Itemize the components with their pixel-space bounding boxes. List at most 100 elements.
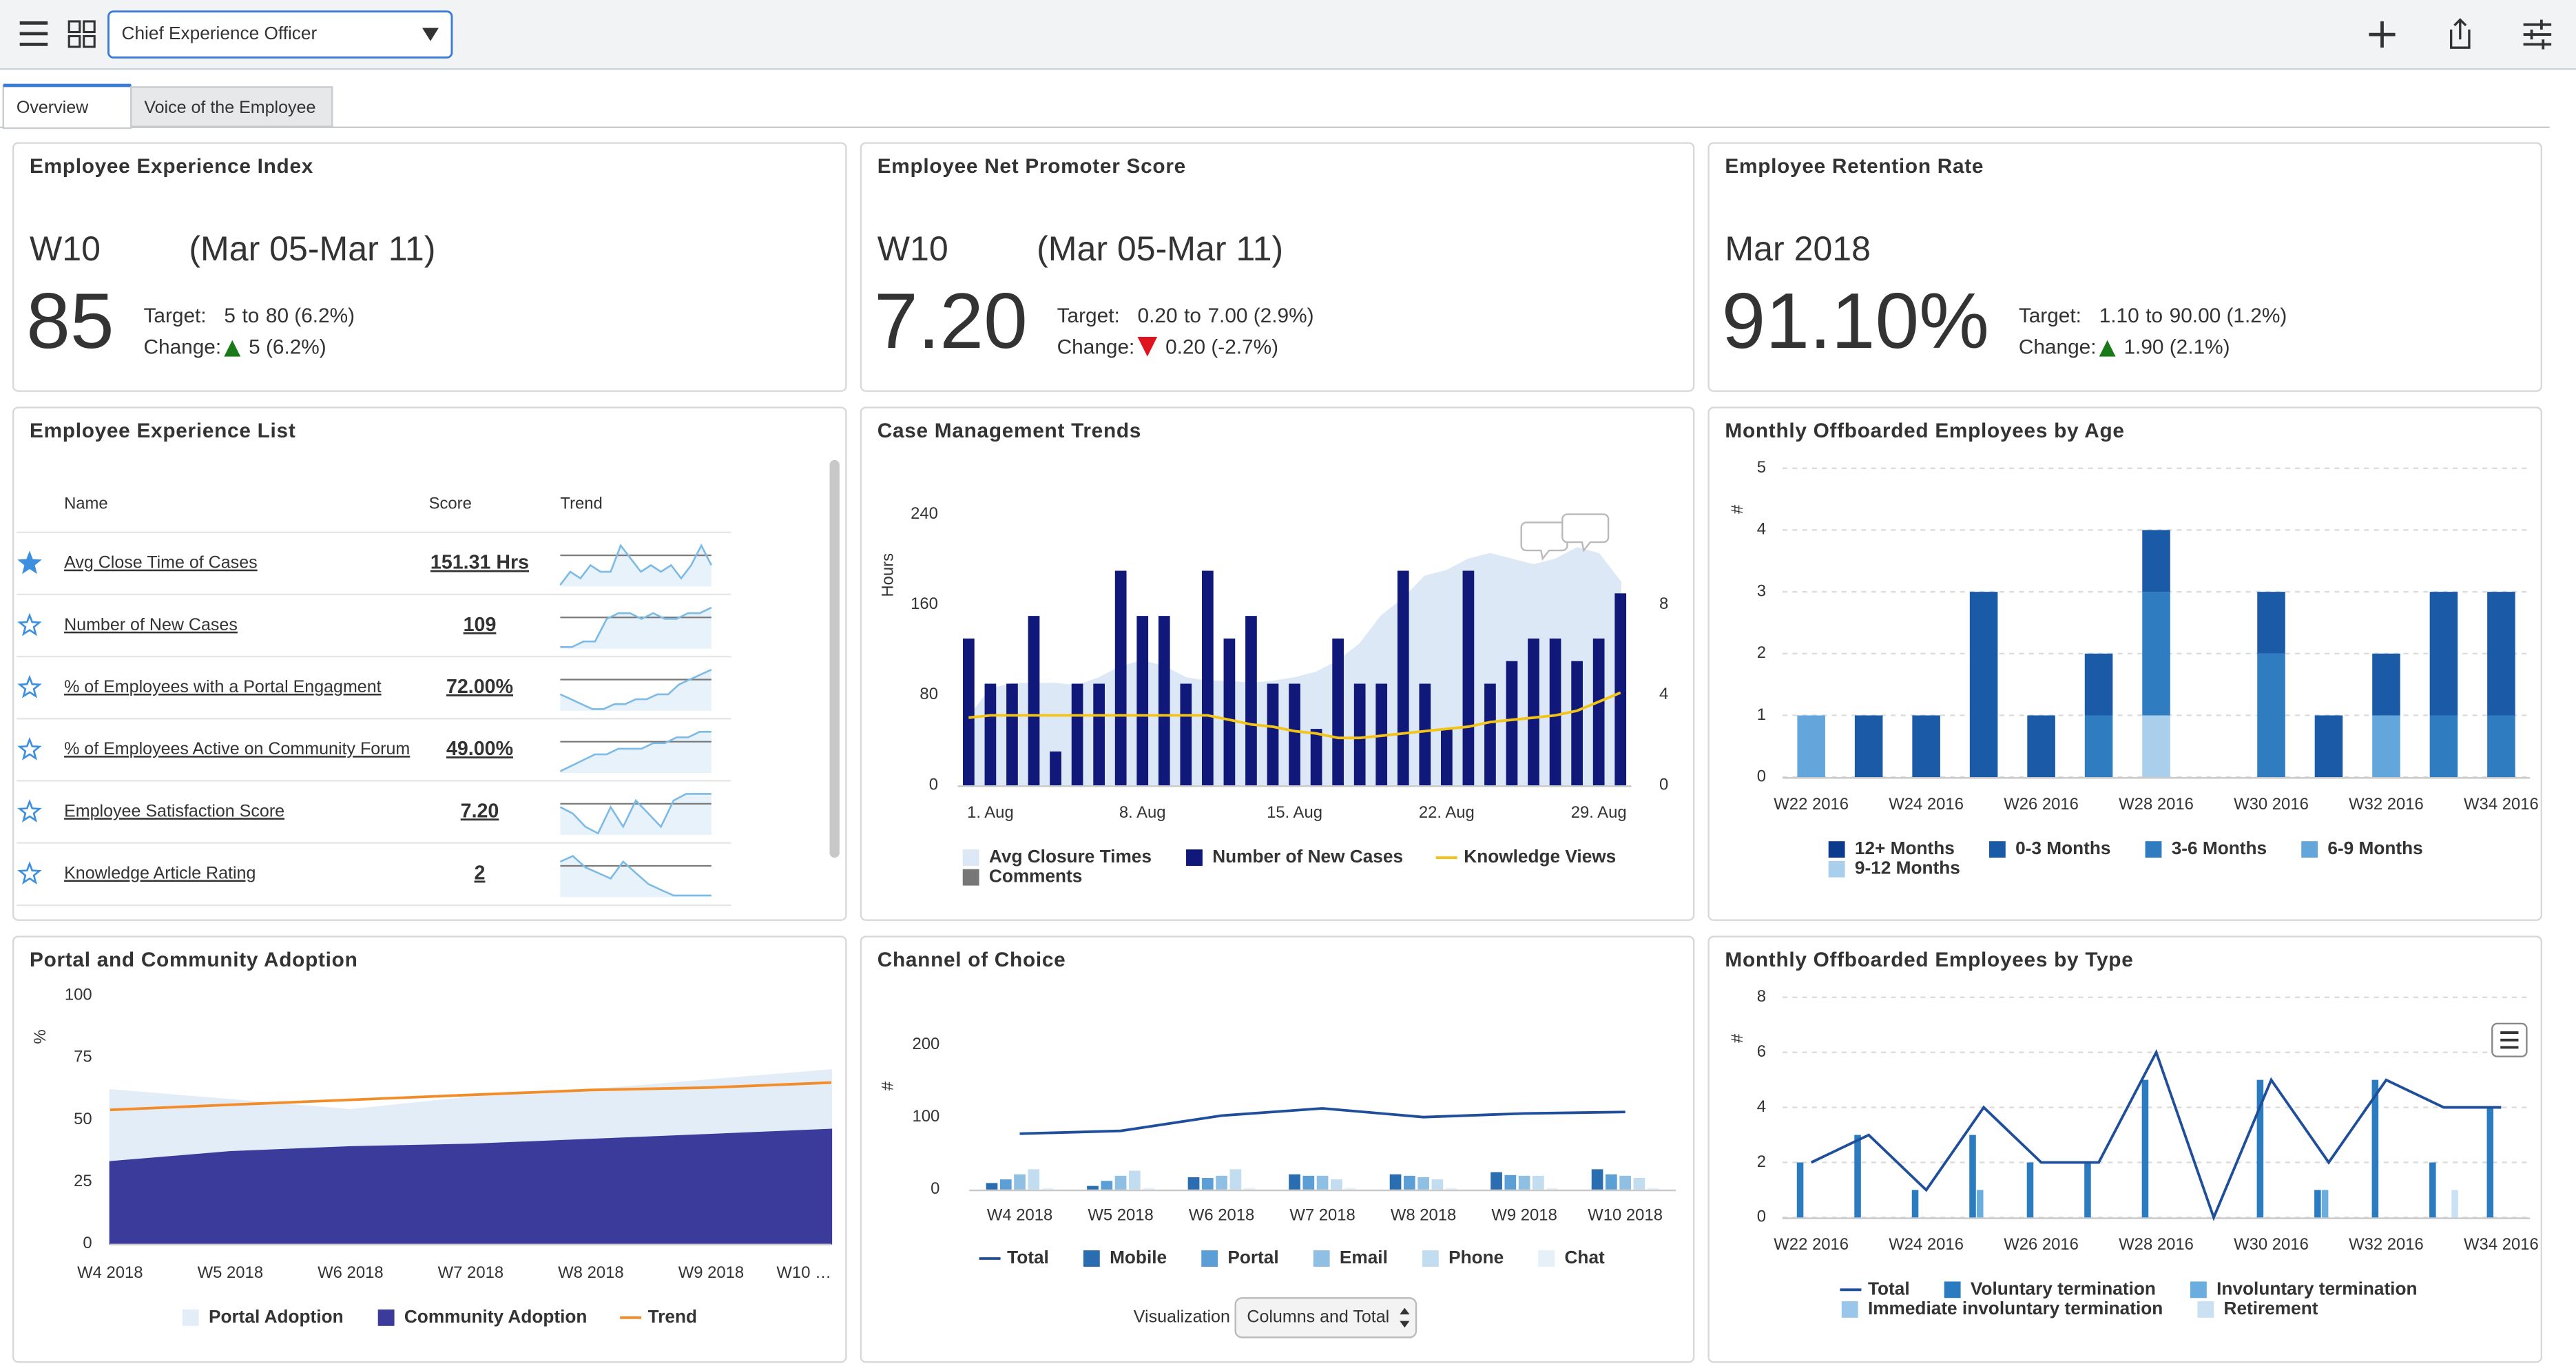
metric-score[interactable]: 49.00%: [446, 738, 513, 760]
chart: 0 1 2 3 4 5 # W22 2016 W24 2016 W26 2016 W28 2016 W…: [1728, 458, 2539, 878]
legend-item[interactable]: Total: [1840, 1278, 1910, 1298]
sparkline-area: [560, 856, 711, 898]
legend-item[interactable]: Trend: [620, 1306, 697, 1327]
bar: [1504, 1174, 1517, 1190]
legend-item[interactable]: 9-12 Months: [1828, 858, 1960, 878]
legend-item[interactable]: Involuntary termination: [2190, 1278, 2418, 1298]
tab[interactable]: Voice of the Employee: [130, 86, 333, 127]
bar: [1087, 1186, 1099, 1190]
kpi-target-label: Target:: [2019, 304, 2081, 327]
kpi-target-from: 0.20: [1138, 304, 1178, 327]
favorite-star[interactable]: [17, 612, 42, 637]
line: [110, 1081, 832, 1112]
control-select[interactable]: [1234, 1297, 1417, 1338]
legend-item[interactable]: Mobile: [1083, 1247, 1167, 1267]
bar-segment: [2487, 715, 2515, 778]
legend-label: Phone: [1448, 1247, 1504, 1267]
kpi-target-from: 5: [224, 304, 236, 327]
legend-item[interactable]: Portal: [1201, 1247, 1279, 1267]
favorite-star[interactable]: [17, 861, 42, 885]
legend-marker: [2145, 841, 2162, 858]
legend-item[interactable]: Avg Closure Times: [962, 846, 1152, 867]
apps-button[interactable]: [67, 20, 96, 48]
card: [12, 142, 847, 392]
bar: [1854, 1135, 1861, 1218]
scrollbar[interactable]: [829, 459, 840, 858]
chart: 0 25 50 75 100% W4 2018 W5 2018 W6 2018 W7 2018 W…: [31, 986, 833, 1327]
favorite-star[interactable]: [17, 799, 42, 822]
bar-segment: [2142, 715, 2170, 778]
legend-item[interactable]: 6-9 Months: [2301, 838, 2423, 858]
bar-segment: [2142, 530, 2170, 592]
kpi-target-from: 1.10: [2099, 304, 2139, 327]
bar: [963, 638, 975, 786]
bar: [1549, 638, 1561, 786]
legend-label: Involuntary termination: [2216, 1278, 2417, 1298]
bar-segment: [2314, 715, 2343, 778]
legend-item[interactable]: Comments: [962, 866, 1083, 887]
y-tick-label: 75: [74, 1048, 92, 1066]
legend-marker: [1988, 841, 2006, 858]
legend-item[interactable]: Total: [979, 1247, 1049, 1267]
legend-item[interactable]: Portal Adoption: [182, 1306, 344, 1327]
legend-marker: [377, 1309, 395, 1326]
card-title: Channel of Choice: [877, 949, 1066, 971]
favorite-star[interactable]: [17, 674, 42, 698]
legend-item[interactable]: Knowledge Views: [1435, 846, 1617, 867]
bar: [1331, 1179, 1342, 1190]
comment-flag[interactable]: [1520, 513, 1610, 561]
chart-menu-button[interactable]: [2491, 1022, 2528, 1057]
legend-item[interactable]: 0-3 Months: [1988, 838, 2111, 858]
metric-score[interactable]: 2: [475, 862, 486, 884]
legend-item[interactable]: Community Adoption: [377, 1306, 588, 1327]
metric-name[interactable]: Knowledge Article Rating: [64, 864, 256, 883]
bar-segment: [1797, 715, 1825, 778]
metric-name[interactable]: % of Employees with a Portal Engagment: [64, 677, 382, 696]
metric-name[interactable]: Avg Close Time of Cases: [64, 553, 258, 572]
menu-button[interactable]: [19, 21, 48, 46]
metric-score[interactable]: 151.31 Hrs: [430, 552, 529, 574]
settings-button[interactable]: [2523, 19, 2552, 50]
select-arrows: [1400, 1307, 1410, 1328]
bar-segment: [2257, 653, 2285, 778]
role-select[interactable]: [107, 10, 453, 59]
legend-item[interactable]: Phone: [1422, 1247, 1504, 1267]
metric-name[interactable]: % of Employees Active on Community Forum: [64, 739, 410, 758]
metric-score[interactable]: 7.20: [461, 800, 499, 822]
legend-item[interactable]: Email: [1313, 1247, 1388, 1267]
legend-item[interactable]: 3-6 Months: [2145, 838, 2267, 858]
line: [968, 691, 1621, 740]
tab[interactable]: Overview: [2, 83, 132, 130]
y-tick-label: 100: [913, 1107, 940, 1126]
bar: [1518, 1175, 1530, 1190]
bar: [1332, 638, 1344, 786]
metric-score[interactable]: 109: [464, 614, 497, 636]
card: [1707, 935, 2543, 1363]
legend-marker: [1313, 1250, 1330, 1267]
legend-item[interactable]: Chat: [1538, 1247, 1605, 1267]
x-tick-label: W5 2018: [198, 1263, 263, 1282]
metric-name[interactable]: Employee Satisfaction Score: [64, 801, 284, 820]
y-tick-label: 5: [1757, 458, 1766, 477]
bar-segment: [1912, 715, 1940, 778]
card-title: Monthly Offboarded Employees by Age: [1725, 420, 2124, 442]
arrow-up: [224, 340, 241, 357]
legend-item[interactable]: Immediate involuntary termination: [1841, 1298, 2163, 1318]
legend-label: Portal Adoption: [209, 1306, 344, 1327]
legend-item[interactable]: Retirement: [2197, 1298, 2318, 1318]
legend-marker: [2190, 1281, 2207, 1298]
bar: [1353, 683, 1366, 786]
add-button[interactable]: [2369, 21, 2396, 48]
metric-score[interactable]: 72.00%: [446, 676, 513, 698]
legend-item[interactable]: Voluntary termination: [1944, 1278, 2156, 1298]
favorite-star[interactable]: [17, 550, 42, 575]
arrow-up: [2099, 340, 2116, 357]
legend-item[interactable]: 12+ Months: [1828, 838, 1955, 858]
legend-item[interactable]: Number of New Cases: [1186, 846, 1403, 867]
bar: [999, 1179, 1012, 1190]
share-button[interactable]: [2450, 18, 2471, 49]
metric-name[interactable]: Number of New Cases: [64, 615, 238, 634]
favorite-star[interactable]: [17, 736, 42, 760]
